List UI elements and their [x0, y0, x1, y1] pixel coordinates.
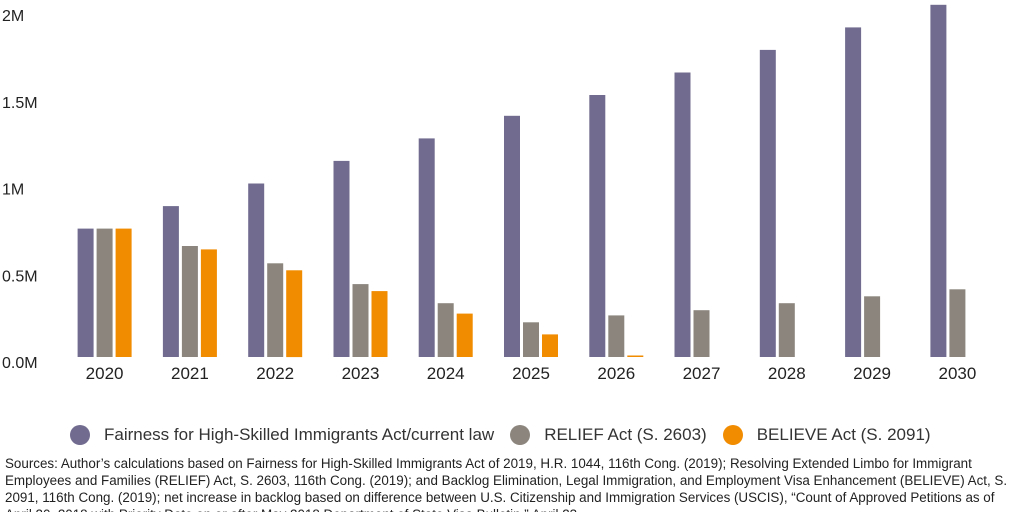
legend-label-believe: BELIEVE Act (S. 2091): [756, 425, 931, 444]
bar-series-1-2027: [693, 310, 710, 357]
x-tick-label: 2030: [938, 364, 976, 383]
legend-label-fairness: Fairness for High-Skilled Immigrants Act…: [104, 425, 495, 444]
bar-series-1-2023: [352, 284, 369, 357]
bar-series-0-2028: [759, 49, 776, 358]
x-tick-label: 2021: [171, 364, 209, 383]
bar-series-2-2025: [542, 334, 558, 357]
x-tick-label: 2026: [597, 364, 635, 383]
bar-series-2-2024: [456, 313, 473, 357]
y-tick-label: 1M: [2, 182, 24, 199]
bar-series-1-2029: [864, 296, 881, 357]
bar-series-2-2026: [627, 355, 644, 357]
x-tick-label: 2020: [86, 364, 124, 383]
y-tick-label: 0.0M: [2, 355, 38, 372]
bar-series-2-2020: [115, 228, 132, 357]
bar-series-0-2024: [418, 138, 435, 357]
bar-series-1-2030: [949, 289, 966, 357]
bar-series-0-2022: [248, 183, 265, 357]
bar-series-0-2023: [333, 160, 350, 357]
y-tick-label: 2M: [2, 8, 24, 25]
y-tick-label: 0.5M: [2, 268, 38, 285]
bars: [77, 4, 966, 358]
source-note: Sources: Author’s calculations based on …: [5, 456, 1008, 512]
legend-swatch-fairness: [70, 425, 90, 445]
bar-series-0-2020: [77, 228, 94, 357]
bar-series-1-2021: [181, 246, 198, 357]
bar-series-0-2026: [589, 95, 606, 357]
x-tick-label: 2023: [342, 364, 380, 383]
bar-series-1-2025: [523, 322, 539, 357]
bar-series-0-2025: [504, 115, 520, 357]
bar-series-0-2029: [845, 27, 862, 358]
bar-series-1-2026: [608, 315, 625, 357]
x-tick-label: 2027: [683, 364, 721, 383]
y-axis-ticks: 0.0M 0.5M 1M 1.5M 2M: [2, 8, 38, 372]
bar-series-2-2022: [286, 270, 303, 358]
legend-swatch-relief: [510, 425, 531, 445]
legend-item-relief: RELIEF Act (S. 2603): [510, 425, 707, 445]
x-tick-label: 2028: [768, 364, 806, 383]
bar-series-1-2020: [96, 228, 113, 357]
x-tick-label: 2024: [427, 364, 465, 383]
legend-swatch-believe: [722, 425, 743, 445]
legend: Fairness for High-Skilled Immigrants Act…: [70, 423, 947, 447]
x-tick-label: 2029: [853, 364, 891, 383]
legend-item-believe: BELIEVE Act (S. 2091): [722, 425, 931, 445]
legend-item-fairness: Fairness for High-Skilled Immigrants Act…: [70, 425, 494, 445]
bar-series-0-2021: [162, 206, 179, 357]
legend-label-relief: RELIEF Act (S. 2603): [544, 425, 707, 444]
x-axis-ticks: 2020 2021 2022 2023 2024 2025 2026 2027 2028 2029…: [86, 364, 977, 383]
x-tick-label: 2022: [256, 364, 294, 383]
bar-series-1-2028: [778, 303, 795, 357]
bar-series-2-2023: [371, 291, 388, 357]
bar-series-2-2021: [200, 249, 217, 357]
y-tick-label: 1.5M: [2, 95, 38, 112]
bar-series-0-2027: [674, 72, 691, 357]
bar-series-1-2022: [267, 263, 284, 357]
bar-series-0-2030: [930, 4, 947, 358]
x-tick-label: 2025: [512, 364, 550, 383]
bar-series-1-2024: [437, 303, 454, 357]
